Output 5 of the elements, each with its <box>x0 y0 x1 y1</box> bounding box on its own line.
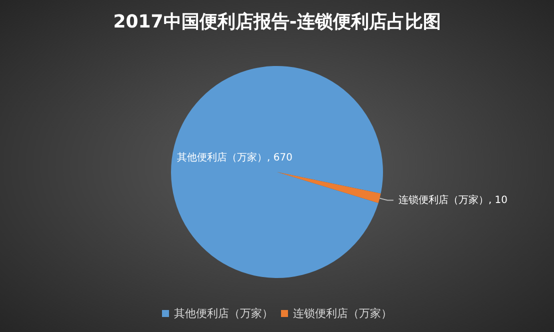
legend-label: 连锁便利店（万家） <box>293 307 392 320</box>
data-label: 连锁便利店（万家）, 10 <box>398 194 508 206</box>
chart-title: 2017中国便利店报告-连锁便利店占比图 <box>113 12 441 32</box>
legend-label: 其他便利店（万家） <box>174 307 273 320</box>
data-label: 其他便利店（万家）, 670 <box>177 152 292 164</box>
